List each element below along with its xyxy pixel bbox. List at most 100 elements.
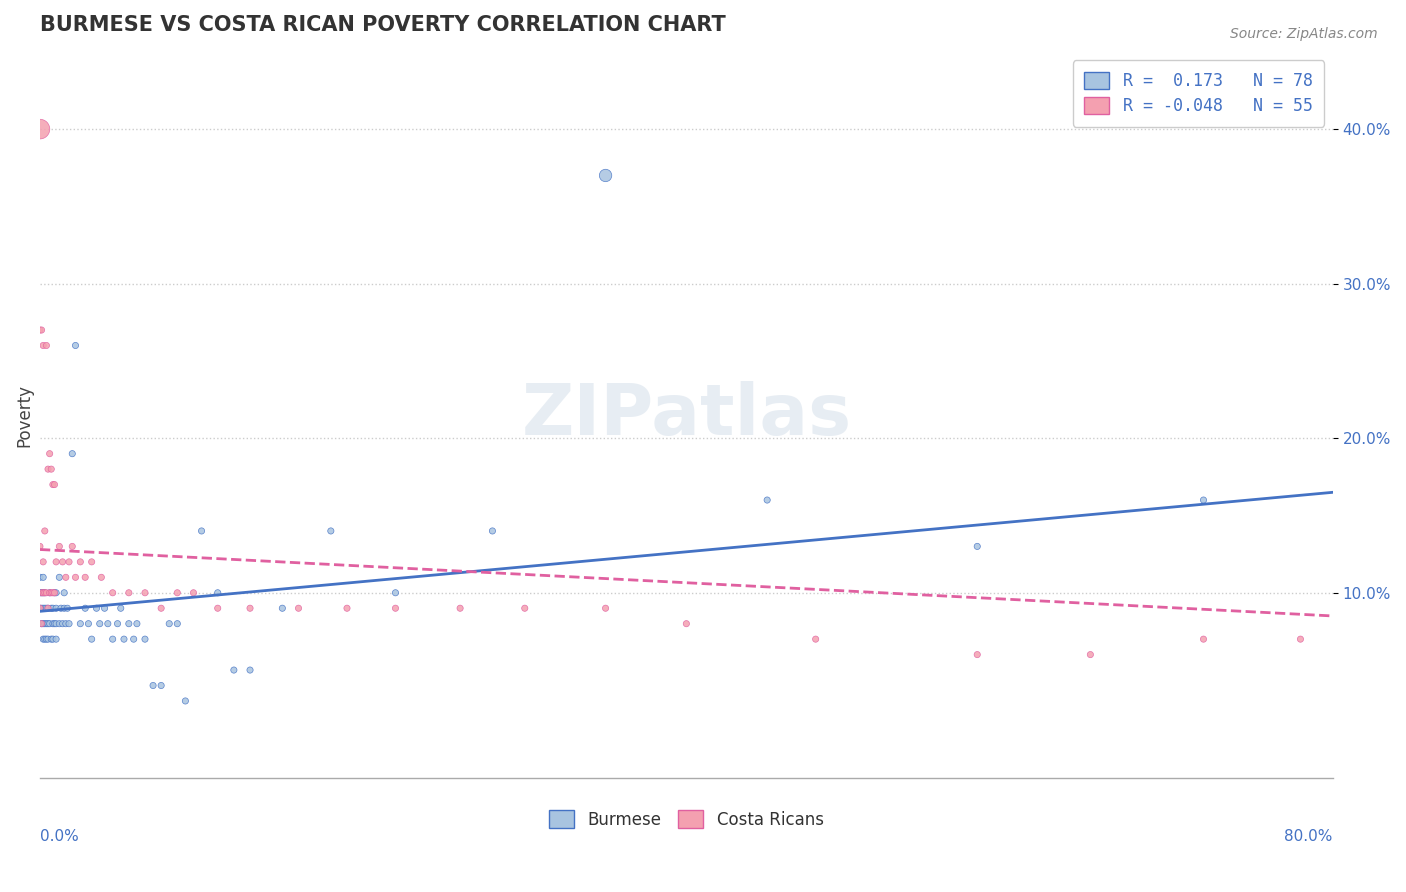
Point (39, 632, 62, 647)
Point (49, 601, 72, 615)
Point (28, 323, 51, 337)
Point (319, 524, 342, 538)
Point (93, 601, 115, 615)
Point (31, 616, 53, 631)
Point (101, 586, 124, 600)
Point (513, 601, 536, 615)
Point (28, 586, 51, 600)
Point (38, 586, 60, 600)
Point (90, 570, 112, 584)
Point (190, 524, 212, 538)
Text: BURMESE VS COSTA RICAN POVERTY CORRELATION CHART: BURMESE VS COSTA RICAN POVERTY CORRELATI… (39, 15, 725, 35)
Point (45, 601, 67, 615)
Point (32, 586, 55, 600)
Point (157, 616, 180, 631)
Point (44, 586, 66, 600)
Text: ZIPatlas: ZIPatlas (522, 381, 852, 450)
Point (32, 555, 55, 569)
Point (39, 586, 62, 600)
Point (45, 632, 67, 647)
Point (89, 616, 111, 631)
Point (207, 601, 229, 615)
Point (150, 679, 173, 693)
Text: 80.0%: 80.0% (1285, 829, 1333, 844)
Point (32, 586, 55, 600)
Point (32, 338, 55, 352)
Point (44, 616, 66, 631)
Point (239, 663, 262, 677)
Point (34, 586, 56, 600)
Point (28, 601, 51, 615)
Point (166, 616, 188, 631)
Point (222, 663, 245, 677)
Legend: Burmese, Costa Ricans: Burmese, Costa Ricans (543, 804, 830, 835)
Point (48, 570, 70, 584)
Point (207, 586, 229, 600)
Point (52, 555, 75, 569)
Point (75, 570, 97, 584)
Point (804, 632, 827, 647)
Point (42, 616, 65, 631)
Point (69, 616, 91, 631)
Point (48, 540, 70, 554)
Point (481, 524, 503, 538)
Point (35, 601, 58, 615)
Point (134, 586, 156, 600)
Point (37, 601, 59, 615)
Point (101, 632, 124, 647)
Point (107, 616, 129, 631)
Point (150, 601, 173, 615)
Point (37, 601, 59, 615)
Point (42, 477, 65, 491)
Point (38, 616, 60, 631)
Point (58, 555, 80, 569)
Point (1080, 648, 1102, 662)
Point (384, 586, 406, 600)
Point (142, 679, 165, 693)
Point (44, 477, 66, 491)
Point (34, 586, 56, 600)
Point (65, 570, 87, 584)
Point (31, 616, 53, 631)
Point (31, 323, 53, 337)
Point (42, 586, 65, 600)
Point (125, 616, 148, 631)
Point (595, 601, 617, 615)
Point (80, 555, 103, 569)
Point (134, 632, 156, 647)
Point (32, 632, 55, 647)
Point (118, 586, 141, 600)
Point (60, 540, 83, 554)
Point (45, 555, 67, 569)
Point (58, 616, 80, 631)
Point (55, 570, 77, 584)
Point (174, 694, 197, 708)
Point (42, 601, 65, 615)
Point (31, 586, 53, 600)
Point (86, 601, 108, 615)
Point (122, 632, 145, 647)
Point (166, 586, 188, 600)
Point (56, 601, 79, 615)
Point (118, 616, 141, 631)
Point (28, 122, 51, 136)
Point (53, 601, 76, 615)
Point (1192, 632, 1215, 647)
Point (183, 586, 205, 600)
Point (31, 601, 53, 615)
Point (384, 601, 406, 615)
Point (28, 601, 51, 615)
Point (675, 616, 697, 631)
Point (53, 586, 76, 600)
Point (34, 616, 56, 631)
Point (48, 616, 70, 631)
Point (32, 570, 55, 584)
Point (1289, 632, 1312, 647)
Point (966, 540, 988, 554)
Point (80, 632, 103, 647)
Point (35, 586, 58, 600)
Point (1192, 493, 1215, 508)
Point (28, 540, 51, 554)
Point (112, 632, 135, 647)
Point (65, 338, 87, 352)
